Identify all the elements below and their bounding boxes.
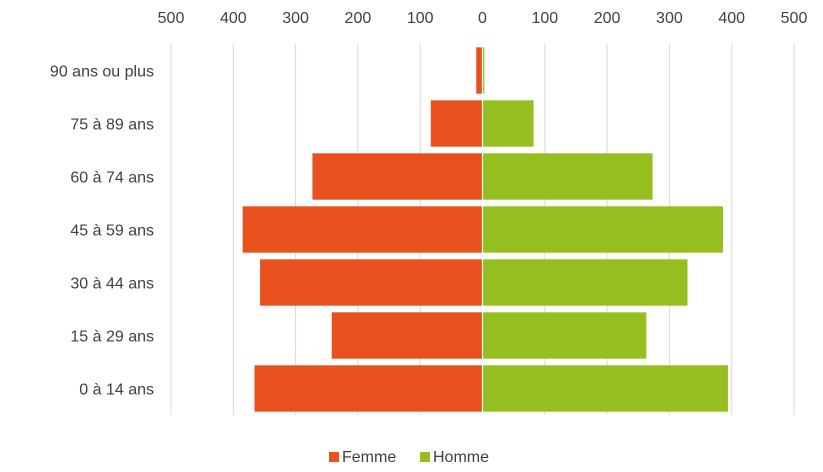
category-label: 90 ans ou plus (50, 64, 154, 81)
legend-swatch-homme (420, 452, 430, 462)
legend-label-homme: Homme (433, 449, 489, 466)
bar-femme (254, 365, 483, 412)
bars (242, 44, 728, 415)
bar-femme (331, 312, 483, 359)
bar-homme (482, 206, 723, 253)
legend-swatch-femme (329, 452, 339, 462)
bar-homme (482, 365, 728, 412)
bar-homme (482, 312, 647, 359)
bar-femme (242, 206, 483, 253)
x-tick-label: 500 (158, 10, 185, 27)
x-tick-label: 100 (407, 10, 434, 27)
legend-label-femme: Femme (342, 449, 396, 466)
bar-femme (260, 259, 483, 306)
x-tick-label: 400 (220, 10, 247, 27)
category-label: 30 à 44 ans (70, 276, 154, 293)
category-label: 45 à 59 ans (70, 223, 154, 240)
x-axis-tick-labels: 500 400 300 200 100 0 100 200 300 400 500 (158, 10, 808, 27)
bar-femme (430, 100, 483, 147)
x-tick-label: 200 (594, 10, 621, 27)
bar-femme (476, 47, 483, 94)
bar-homme (482, 259, 688, 306)
x-tick-label: 100 (531, 10, 558, 27)
bar-homme (482, 153, 653, 200)
bar-homme (482, 100, 534, 147)
bar-homme (482, 47, 485, 94)
x-tick-label: 300 (282, 10, 309, 27)
x-tick-label: 500 (781, 10, 808, 27)
category-label: 60 à 74 ans (70, 170, 154, 187)
category-label: 0 à 14 ans (79, 382, 154, 399)
x-tick-label: 200 (345, 10, 372, 27)
x-tick-label: 0 (478, 10, 487, 27)
y-axis-category-labels: 90 ans ou plus 75 à 89 ans 60 à 74 ans 45 à… (50, 64, 154, 399)
legend: Femme Homme (329, 449, 489, 466)
category-label: 15 à 29 ans (70, 329, 154, 346)
x-tick-label: 300 (656, 10, 683, 27)
bar-femme (312, 153, 483, 200)
x-tick-label: 400 (718, 10, 745, 27)
category-label: 75 à 89 ans (70, 117, 154, 134)
